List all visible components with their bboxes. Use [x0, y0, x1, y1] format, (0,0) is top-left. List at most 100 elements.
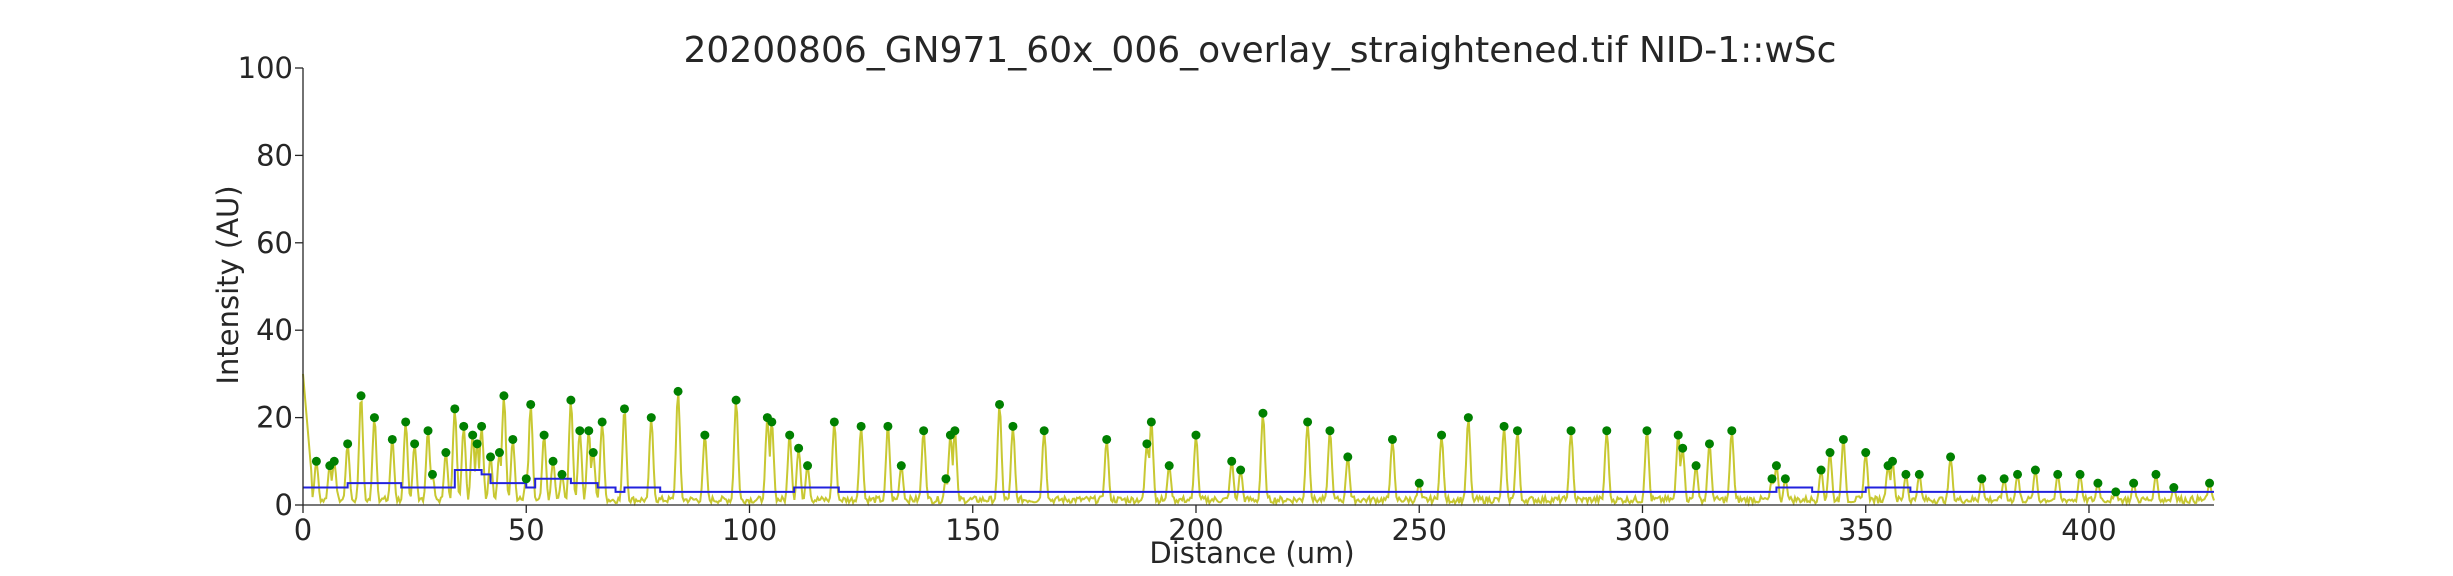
peak-point: [311, 456, 321, 466]
y-tick-label: 80: [256, 138, 293, 172]
x-tick-label: 100: [722, 513, 777, 547]
peak-point: [499, 391, 509, 401]
peak-point: [1901, 469, 1911, 479]
y-tick-label: 100: [238, 51, 293, 85]
peak-point: [1142, 439, 1152, 449]
peak-point: [2169, 483, 2179, 493]
y-tick-label: 60: [256, 226, 293, 260]
peak-point: [1838, 434, 1848, 444]
peak-point: [423, 426, 433, 436]
peak-point: [1642, 426, 1652, 436]
peak-point: [1602, 426, 1612, 436]
peak-point: [767, 417, 777, 427]
x-ticks: 0 50 100 150 200 250 300 350 400: [294, 505, 2117, 547]
peak-point: [401, 417, 411, 427]
marker-layer: [311, 386, 2215, 497]
peak-point: [1146, 417, 1156, 427]
peak-point: [1512, 426, 1522, 436]
intensity-line: [302, 373, 2215, 508]
peak-point: [2129, 478, 2139, 488]
peak-point: [584, 426, 594, 436]
y-ticks: 0 20 40 60 80 100: [238, 51, 303, 522]
peak-point: [950, 426, 960, 436]
chart-title: 20200806_GN971_60x_006_overlay_straighte…: [684, 30, 1837, 71]
peak-point: [1325, 426, 1335, 436]
peak-point: [588, 448, 598, 458]
peak-point: [387, 434, 397, 444]
peak-point: [1102, 434, 1112, 444]
peak-point: [2151, 469, 2161, 479]
peak-point: [794, 443, 804, 453]
peak-point: [1499, 421, 1509, 431]
peak-point: [508, 434, 518, 444]
x-tick-label: 350: [1838, 513, 1893, 547]
peak-point: [896, 461, 906, 471]
peak-point: [1861, 448, 1871, 458]
peak-point: [526, 399, 536, 409]
peak-point: [646, 413, 656, 423]
peak-point: [1691, 461, 1701, 471]
peak-point: [1227, 456, 1237, 466]
y-tick-label: 40: [256, 313, 293, 347]
peak-point: [2013, 469, 2023, 479]
x-tick-label: 0: [294, 513, 312, 547]
peak-point: [356, 391, 366, 401]
background-line: [303, 469, 2214, 493]
y-tick-label: 20: [256, 401, 293, 435]
peak-point: [785, 430, 795, 440]
peak-point: [1977, 474, 1987, 484]
peak-point: [919, 426, 929, 436]
peak-point: [468, 430, 478, 440]
peak-point: [1727, 426, 1737, 436]
peak-point: [619, 404, 629, 414]
peak-point: [1704, 439, 1714, 449]
x-tick-label: 200: [1168, 513, 1223, 547]
peak-point: [1387, 434, 1397, 444]
peak-point: [2053, 469, 2063, 479]
peak-point: [2205, 478, 2215, 488]
peak-point: [410, 439, 420, 449]
peak-point: [2030, 465, 2040, 475]
peak-point: [557, 469, 567, 479]
peak-point: [1816, 465, 1826, 475]
peak-point: [1008, 421, 1018, 431]
y-axis-label: Intensity (AU): [211, 185, 245, 384]
x-tick-label: 300: [1615, 513, 1670, 547]
peak-point: [450, 404, 460, 414]
peak-point: [521, 474, 531, 484]
peak-point: [343, 439, 353, 449]
x-tick-label: 50: [508, 513, 545, 547]
peak-point: [575, 426, 585, 436]
peak-point: [1236, 465, 1246, 475]
peak-point: [1463, 413, 1473, 423]
peak-point: [731, 395, 741, 405]
x-tick-label: 150: [945, 513, 1000, 547]
peak-point: [856, 421, 866, 431]
y-tick-label: 0: [275, 488, 293, 522]
peak-point: [1888, 456, 1898, 466]
peak-point: [1999, 474, 2009, 484]
peak-point: [548, 456, 558, 466]
peak-point: [673, 386, 683, 396]
peak-point: [803, 461, 813, 471]
peak-point: [2111, 487, 2121, 497]
peak-point: [1771, 461, 1781, 471]
peak-point: [1678, 443, 1688, 453]
peak-point: [441, 448, 451, 458]
peak-point: [329, 456, 339, 466]
peak-point: [1673, 430, 1683, 440]
peak-point: [1767, 474, 1777, 484]
peak-point: [369, 413, 379, 423]
peak-point: [1566, 426, 1576, 436]
peak-point: [1039, 426, 1049, 436]
peak-point: [1303, 417, 1313, 427]
peak-point: [472, 439, 482, 449]
peak-point: [477, 421, 487, 431]
peak-point: [700, 430, 710, 440]
peak-point: [995, 399, 1005, 409]
series-layer: [302, 373, 2215, 508]
peak-point: [1946, 452, 1956, 462]
peak-point: [2075, 469, 2085, 479]
peak-point: [2093, 478, 2103, 488]
